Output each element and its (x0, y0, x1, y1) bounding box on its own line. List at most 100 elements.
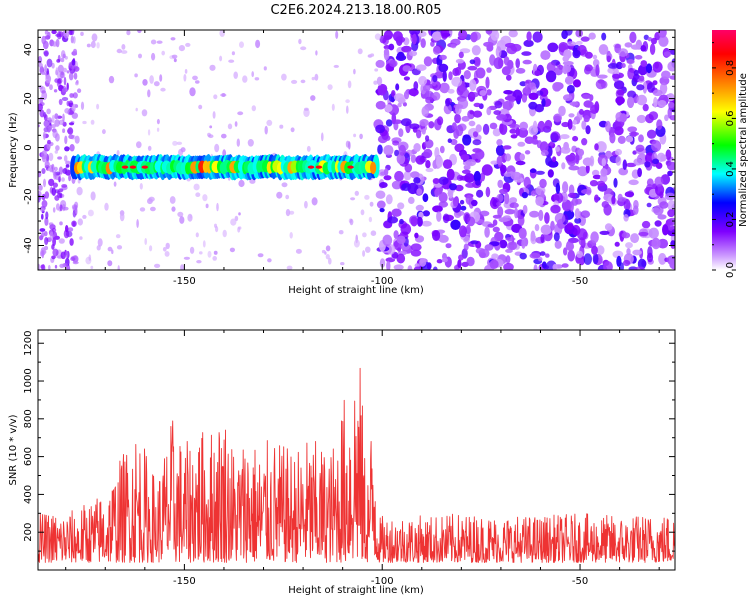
heatmap-cell (540, 149, 549, 157)
heatmap-cell (177, 211, 184, 217)
heatmap-cell (627, 90, 637, 99)
heatmap-cell (394, 149, 400, 157)
colorbar-tick-label: 0.2 (725, 212, 736, 228)
heatmap-cell (630, 44, 641, 50)
heatmap-cell (48, 178, 55, 187)
heatmap-cell (545, 253, 550, 258)
heatmap-cell (350, 197, 356, 201)
y-tick-label: 400 (23, 485, 34, 504)
heatmap-cell (96, 42, 100, 49)
heatmap-cell (64, 146, 70, 152)
heatmap-cell (395, 36, 406, 43)
heatmap-cell (648, 227, 659, 239)
heatmap-cell (472, 131, 479, 138)
heatmap-cell (47, 139, 51, 145)
heatmap-cell (562, 61, 574, 66)
heatmap-cell (60, 50, 66, 59)
heatmap-cell (566, 84, 575, 94)
heatmap-cell (180, 264, 185, 270)
heatmap-cell (615, 96, 625, 105)
heatmap-cell (422, 210, 430, 217)
heatmap-cell (519, 121, 528, 131)
heatmap-cell (463, 243, 469, 251)
heatmap-cell (585, 163, 590, 174)
heatmap-cell (111, 249, 114, 255)
heatmap-cell (638, 75, 645, 82)
heatmap-cell (642, 103, 649, 112)
heatmap-cell (70, 30, 75, 36)
heatmap-cell (403, 170, 412, 181)
heatmap-cell (425, 96, 434, 104)
heatmap-cell (496, 114, 508, 121)
heatmap-cell (331, 103, 335, 111)
heatmap-cell (554, 67, 563, 76)
heatmap-cell (58, 98, 63, 106)
heatmap-cell (242, 75, 248, 83)
heatmap-cell (67, 128, 72, 134)
snr-series (38, 367, 675, 563)
heatmap-cell (147, 198, 153, 205)
heatmap-cell (547, 42, 559, 53)
heatmap-cell (104, 202, 109, 211)
heatmap-cell (391, 208, 402, 217)
heatmap-cell (539, 251, 546, 256)
heatmap-cell (38, 62, 43, 68)
heatmap-cell (402, 65, 411, 72)
signal-peak (307, 165, 315, 169)
y-tick-label: 600 (23, 447, 34, 466)
snr-axes: -150 -100 -50 200 400 600 800 1000 1200 (23, 330, 675, 587)
heatmap-cell (149, 245, 153, 252)
heatmap-cell (238, 212, 241, 216)
heatmap-cell (176, 141, 183, 145)
heatmap-cell (507, 59, 514, 70)
heatmap-cell (116, 48, 123, 54)
heatmap-cell (298, 38, 302, 45)
heatmap-cell (72, 48, 78, 56)
heatmap-cell (80, 101, 85, 111)
heatmap-cell (59, 263, 65, 268)
heatmap-cell (504, 95, 516, 101)
heatmap-cell (642, 41, 649, 52)
heatmap-cell (554, 212, 566, 224)
heatmap-cell (479, 172, 486, 182)
heatmap-cell (623, 214, 629, 222)
heatmap-cell (625, 242, 633, 249)
heatmap-cell (492, 219, 498, 226)
heatmap-cell (552, 156, 557, 163)
heatmap-cell (525, 79, 532, 84)
heatmap-cell (529, 82, 536, 90)
heatmap-cell (310, 95, 316, 101)
heatmap-cell (537, 120, 546, 133)
heatmap-cell (377, 144, 383, 155)
heatmap-cell (589, 180, 598, 187)
heatmap-cell (227, 123, 233, 130)
heatmap-cell (64, 55, 68, 60)
heatmap-cell (535, 196, 544, 206)
heatmap-cell (187, 213, 193, 222)
heatmap-cell (213, 250, 218, 255)
heatmap-cell (71, 105, 76, 112)
heatmap-cell (613, 80, 625, 90)
heatmap-cell (458, 254, 464, 261)
heatmap-cell (64, 108, 70, 114)
heatmap-cell (353, 68, 356, 75)
heatmap-cell (492, 128, 501, 137)
heatmap-cell (45, 211, 49, 220)
heatmap-cell (560, 146, 571, 154)
heatmap-cell (222, 229, 227, 238)
heatmap-cell (121, 50, 128, 54)
heatmap-cell (629, 131, 639, 136)
heatmap-cell (658, 35, 669, 47)
heatmap-cell (425, 167, 434, 173)
heatmap-cell (311, 76, 315, 81)
heatmap-cell (667, 209, 675, 218)
heatmap-cell (147, 145, 152, 151)
heatmap-cell (533, 264, 538, 270)
heatmap-cell (399, 218, 404, 225)
heatmap-cell (396, 235, 406, 244)
heatmap-cell (392, 140, 400, 146)
heatmap-cell (665, 149, 672, 161)
chart-title: C2E6.2024.213.18.00.R05 (270, 3, 441, 18)
heatmap-cell (504, 209, 516, 215)
heatmap-cell (538, 209, 544, 222)
